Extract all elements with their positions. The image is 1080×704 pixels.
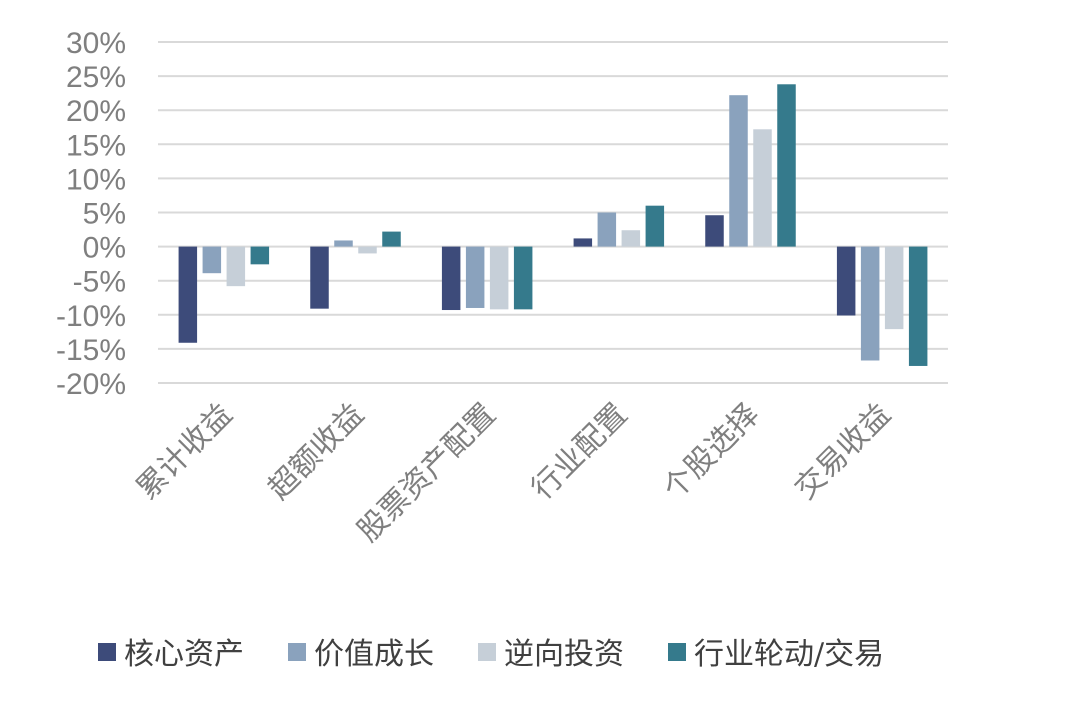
legend-label: 核心资产 <box>124 637 244 672</box>
bar <box>645 205 665 247</box>
y-tick-label: -5% <box>73 266 126 299</box>
bar <box>705 215 724 247</box>
legend-label: 行业轮动/交易 <box>694 637 884 672</box>
legend-swatch <box>98 643 116 661</box>
y-tick-label: 15% <box>66 129 126 162</box>
bars <box>178 84 928 366</box>
bar <box>489 246 509 310</box>
bar <box>358 246 377 254</box>
bar <box>310 246 329 309</box>
bar <box>884 246 904 330</box>
bar <box>908 246 928 366</box>
x-tick-label: 超额收益 <box>262 397 372 507</box>
bar <box>226 246 246 287</box>
bar <box>597 212 617 247</box>
bar <box>382 231 401 247</box>
legend-label: 价值成长 <box>314 637 434 672</box>
x-tick-label: 行业配置 <box>525 397 635 507</box>
bar <box>573 238 593 247</box>
y-axis-tick-labels: 30%25%20%15%10%5%0%-5%-10%-15%-20% <box>56 27 126 401</box>
legend: 核心资产 价值成长 逆向投资 行业轮动/交易 <box>98 637 884 672</box>
bar <box>465 246 485 308</box>
legend-label: 逆向投资 <box>504 637 624 672</box>
y-tick-label: -10% <box>56 300 126 333</box>
y-tick-label: 10% <box>66 163 126 196</box>
y-tick-label: 5% <box>83 198 126 231</box>
x-tick-label: 交易收益 <box>788 397 898 507</box>
bar <box>441 246 461 311</box>
bar <box>860 246 880 361</box>
y-tick-label: -15% <box>56 334 126 367</box>
x-tick-label: 累计收益 <box>130 397 240 507</box>
y-tick-label: 25% <box>66 61 126 94</box>
x-tick-label: 个股选择 <box>657 397 767 507</box>
y-tick-label: 30% <box>66 27 126 60</box>
bar <box>777 84 796 247</box>
bar <box>836 246 856 316</box>
bar <box>178 246 198 343</box>
bar <box>250 246 270 265</box>
y-tick-label: -20% <box>56 368 126 401</box>
bar <box>202 246 222 274</box>
y-tick-label: 0% <box>83 232 126 265</box>
y-tick-label: 20% <box>66 95 126 128</box>
bar <box>513 246 533 310</box>
bar <box>621 230 641 247</box>
bar <box>729 95 748 247</box>
bar <box>334 240 353 247</box>
gridlines <box>158 41 948 384</box>
legend-swatch <box>668 643 686 661</box>
x-tick-label: 股票资产配置 <box>351 397 503 549</box>
bar <box>753 129 772 247</box>
legend-swatch <box>478 643 496 661</box>
legend-swatch <box>288 643 306 661</box>
